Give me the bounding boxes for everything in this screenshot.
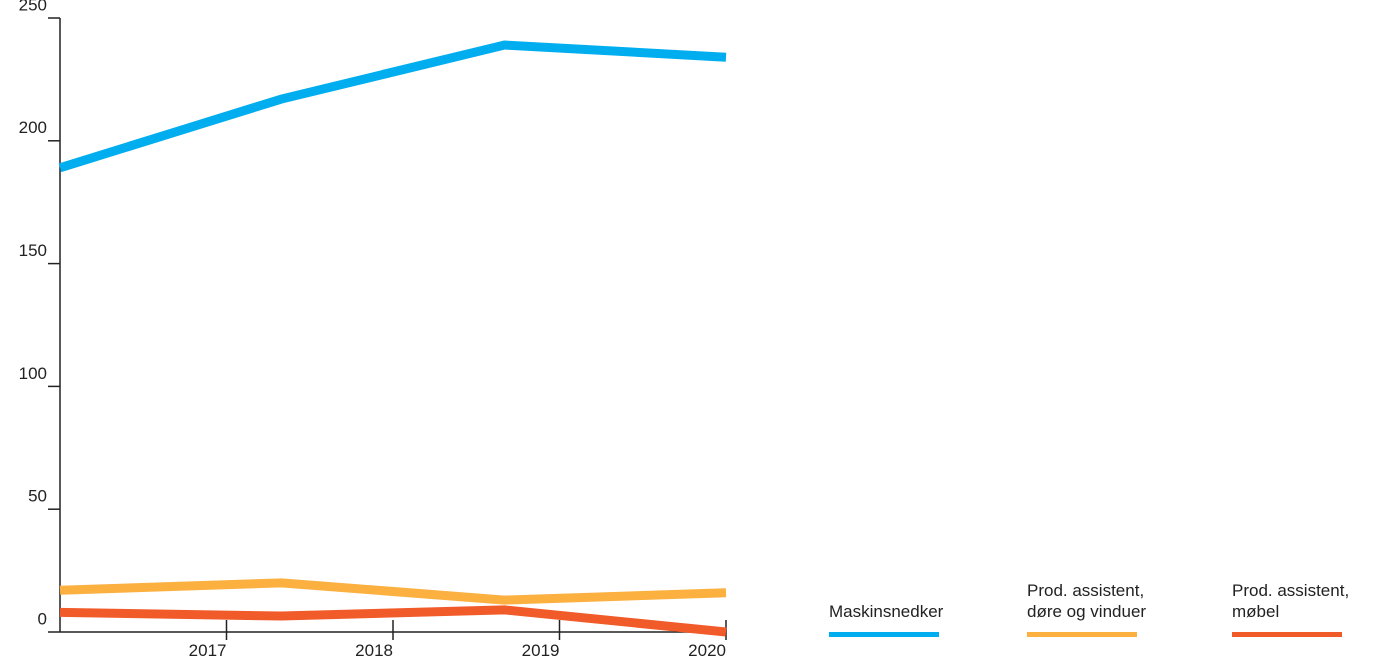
x-tick-label: 2018 [355,641,393,660]
legend-item: Prod. assistent, døre og vinduer [1027,560,1177,637]
y-tick-label: 50 [28,487,47,506]
legend-swatch [1232,632,1342,637]
legend-label: Prod. assistent, møbel [1232,581,1350,621]
y-tick-label: 250 [19,0,47,14]
legend-swatch [829,632,939,637]
series-line [59,578,727,605]
legend-item: Prod. assistent, møbel [1232,560,1381,637]
y-tick-label: 100 [19,364,47,383]
series-line [58,40,727,173]
legend-label: Maskinsnedker [829,602,944,621]
x-tick-label: 2020 [688,641,726,660]
y-tick-label: 0 [38,609,47,628]
y-tick-label: 150 [19,241,47,260]
x-tick-label: 2017 [189,641,227,660]
y-tick-label: 200 [19,118,47,137]
legend-item: Maskinsnedker [829,560,979,637]
x-tick-label: 2019 [522,641,560,660]
legend-swatch [1027,632,1137,637]
series-line [59,605,727,637]
legend-label: Prod. assistent, døre og vinduer [1027,581,1147,621]
